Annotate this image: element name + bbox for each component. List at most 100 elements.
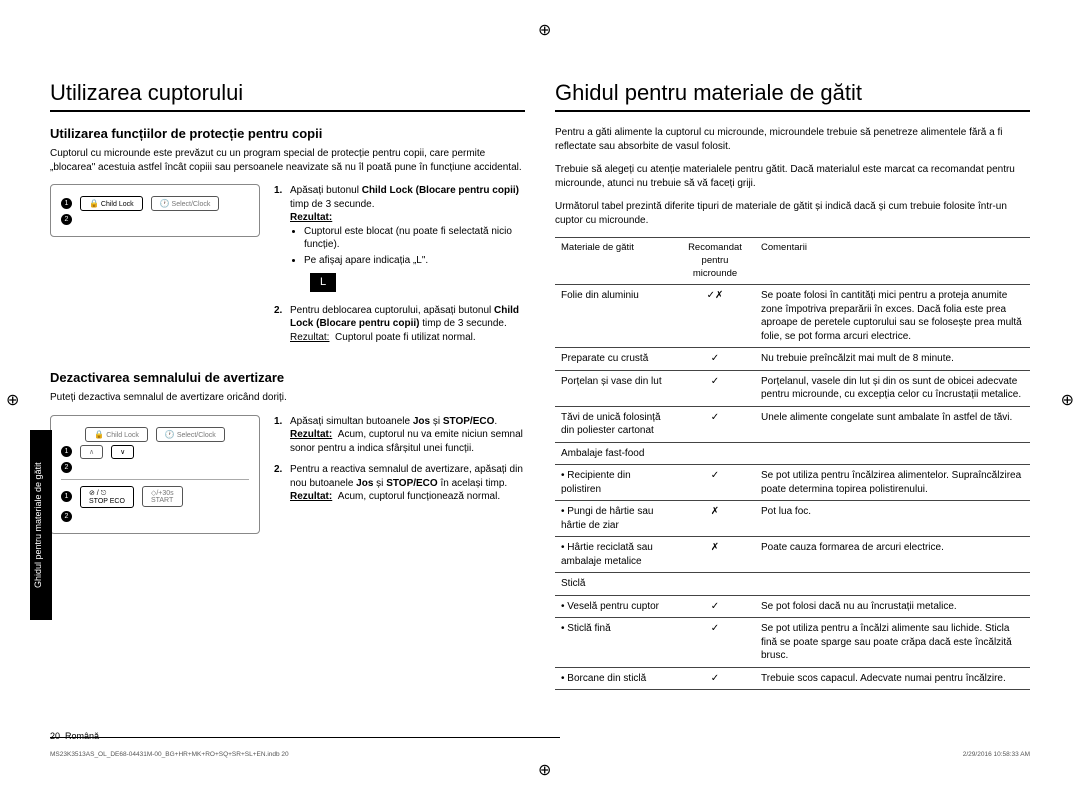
t: Cuptorul este blocat (nu poate fi select…	[304, 225, 525, 252]
badge-1: 1	[61, 198, 72, 209]
badge-1b: 1	[61, 491, 72, 502]
table-row: Folie din aluminiu✓✗Se poate folosi în c…	[555, 285, 1030, 348]
sec2-intro: Puteți dezactiva semnalul de avertizare …	[50, 391, 525, 405]
cell-recommended: ✓	[675, 348, 755, 371]
cell-comment: Unele alimente congelate sunt ambalate î…	[755, 406, 1030, 442]
t: Pe afișaj apare indicația „L".	[304, 254, 525, 268]
sec1-heading: Utilizarea funcțiilor de protecție pentr…	[50, 126, 525, 141]
t: Apăsați simultan butoanele	[290, 416, 413, 427]
result-label: Rezultat:	[290, 212, 332, 223]
cell-comment: Se pot utiliza pentru a încălzi alimente…	[755, 618, 1030, 668]
result-label: Rezultat:	[290, 491, 332, 502]
table-row: Preparate cu crustă✓Nu trebuie preîncălz…	[555, 348, 1030, 371]
divider	[555, 110, 1030, 112]
sec1-intro: Cuptorul cu microunde este prevăzut cu u…	[50, 147, 525, 174]
clock-icon	[160, 201, 170, 208]
child-lock-button: Child Lock	[80, 196, 143, 211]
cell-recommended: ✓	[675, 465, 755, 501]
cell-material: Porțelan și vase din lut	[555, 370, 675, 406]
section-sound-off: Dezactivarea semnalului de avertizare Pu…	[50, 370, 525, 534]
table-row: • Hârtie reciclată sau ambalaje metalice…	[555, 537, 1030, 573]
cell-material: • Veselă pentru cuptor	[555, 595, 675, 618]
sec2-row: Child Lock Select/Clock 1 ∧ ∨ 2 1 ⊘ / ⎋S…	[50, 415, 525, 534]
control-panel-1: 1 Child Lock Select/Clock 2	[50, 184, 260, 237]
cell-recommended: ✗	[675, 501, 755, 537]
clock-icon	[165, 432, 175, 439]
right-title: Ghidul pentru materiale de gătit	[555, 80, 1030, 106]
crop-mark-bottom: ⊕	[538, 760, 551, 780]
cell-comment: Nu trebuie preîncălzit mai mult de 8 min…	[755, 348, 1030, 371]
cell-comment: Porțelanul, vasele din lut și din os sun…	[755, 370, 1030, 406]
t: timp de 3 secunde.	[290, 199, 375, 210]
lock-icon	[94, 432, 104, 439]
file-path: MS23K3513AS_OL_DE68-04431M-00_BG+HR+MK+R…	[50, 751, 289, 758]
t: START	[151, 497, 173, 504]
select-clock-button: Select/Clock	[151, 196, 220, 211]
select-clock-label: Select/Clock	[172, 201, 211, 208]
t: STOP/ECO	[443, 416, 495, 427]
cell-comment: Pot lua foc.	[755, 501, 1030, 537]
cell-comment	[755, 573, 1030, 596]
th: Materiale de gătit	[555, 238, 675, 285]
cell-comment: Se pot folosi dacă nu au încrustații met…	[755, 595, 1030, 618]
cell-comment: Se pot utiliza pentru încălzirea aliment…	[755, 465, 1030, 501]
t: Select/Clock	[177, 432, 216, 439]
cell-recommended: ✗	[675, 537, 755, 573]
section-child-lock: Utilizarea funcțiilor de protecție pentr…	[50, 126, 525, 352]
table-row: Tăvi de unică folosință din poliester ca…	[555, 406, 1030, 442]
th: Recomandat pentru microunde	[675, 238, 755, 285]
lang: Română	[65, 731, 99, 741]
t: STOP	[89, 498, 108, 505]
sec1-row: 1 Child Lock Select/Clock 2 1. Apăsați b…	[50, 184, 525, 352]
cell-comment: Trebuie scos capacul. Adecvate numai pen…	[755, 667, 1030, 690]
cell-material: • Recipiente din polistiren	[555, 465, 675, 501]
cell-material: • Sticlă fină	[555, 618, 675, 668]
divider	[50, 110, 525, 112]
cell-recommended: ✓	[675, 595, 755, 618]
t: în același timp.	[438, 478, 507, 489]
cell-material: Tăvi de unică folosință din poliester ca…	[555, 406, 675, 442]
sec1-step1: 1. Apăsați butonul Child Lock (Blocare p…	[274, 184, 525, 296]
cell-material: Sticlă	[555, 573, 675, 596]
t: Child Lock	[106, 432, 139, 439]
cell-comment	[755, 442, 1030, 465]
lock-icon	[89, 201, 99, 208]
footer: 20 Română MS23K3513AS_OL_DE68-04431M-00_…	[50, 731, 1030, 758]
cell-material: • Borcane din sticlă	[555, 667, 675, 690]
sec2-step2: 2. Pentru a reactiva semnalul de avertiz…	[274, 463, 525, 504]
t: Acum, cuptorul funcționează normal.	[338, 491, 500, 502]
table-row: Ambalaje fast-food	[555, 442, 1030, 465]
cell-recommended	[675, 442, 755, 465]
up-button: ∧	[80, 445, 103, 459]
left-column: Ghidul pentru materiale de gătit Utiliza…	[50, 80, 525, 690]
side-tab: Ghidul pentru materiale de gătit	[30, 430, 52, 620]
badge-2b: 2	[61, 511, 72, 522]
cell-recommended: ✓	[675, 618, 755, 668]
child-lock-label: Child Lock	[101, 201, 134, 208]
child-lock-button: Child Lock	[85, 427, 148, 442]
result-label: Rezultat:	[290, 429, 332, 440]
table-row: • Recipiente din polistiren✓Se pot utili…	[555, 465, 1030, 501]
sec2-step1: 1. Apăsați simultan butoanele Jos și STO…	[274, 415, 525, 456]
badge-2: 2	[61, 214, 72, 225]
cell-recommended: ✓	[675, 667, 755, 690]
t: Child Lock (Blocare pentru copii)	[362, 185, 519, 196]
start-button: ◇/+30sSTART	[142, 486, 183, 507]
cell-comment: Poate cauza formarea de arcuri electrice…	[755, 537, 1030, 573]
control-panel-2: Child Lock Select/Clock 1 ∧ ∨ 2 1 ⊘ / ⎋S…	[50, 415, 260, 534]
table-row: • Borcane din sticlă✓Trebuie scos capacu…	[555, 667, 1030, 690]
th: Comentarii	[755, 238, 1030, 285]
down-button: ∨	[111, 445, 134, 459]
sec1-steps: 1. Apăsați butonul Child Lock (Blocare p…	[274, 184, 525, 352]
t: +30s	[158, 490, 173, 497]
crop-mark-left: ⊕	[6, 390, 19, 410]
cell-material: Preparate cu crustă	[555, 348, 675, 371]
select-clock-button: Select/Clock	[156, 427, 225, 442]
cell-recommended: ✓	[675, 370, 755, 406]
t: .	[494, 416, 497, 427]
t: STOP/ECO	[386, 478, 438, 489]
t: Jos	[356, 478, 373, 489]
result-label: Rezultat:	[290, 332, 329, 343]
page: Ghidul pentru materiale de gătit Utiliza…	[0, 0, 1080, 720]
cell-material: • Hârtie reciclată sau ambalaje metalice	[555, 537, 675, 573]
